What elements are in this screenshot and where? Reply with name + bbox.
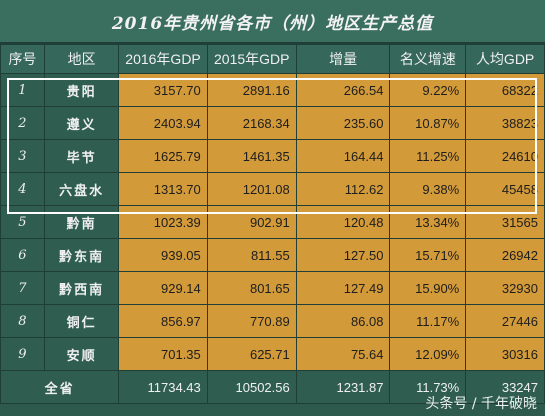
row-per-capita: 45458	[465, 172, 545, 206]
row-region: 六盘水	[43, 172, 120, 206]
header-per-capita: 人均GDP	[465, 44, 545, 74]
row-growth: 11.17%	[389, 304, 467, 338]
table-row: 8 铜仁 856.97 770.89 86.08 11.17% 27446	[0, 304, 545, 338]
row-region: 贵阳	[43, 73, 120, 107]
row-growth: 11.25%	[389, 139, 467, 173]
row-growth: 12.09%	[389, 337, 467, 371]
total-growth: 11.73%	[389, 370, 467, 404]
row-index: 4	[0, 172, 45, 206]
row-increase: 112.62	[295, 172, 391, 206]
row-region: 铜仁	[43, 304, 120, 338]
row-gdp-2016: 3157.70	[118, 73, 208, 107]
header-index: 序号	[0, 44, 45, 74]
row-gdp-2016: 701.35	[118, 337, 208, 371]
table-row: 9 安顺 701.35 625.71 75.64 12.09% 30316	[0, 337, 545, 371]
row-index: 5	[0, 205, 45, 239]
row-increase: 266.54	[295, 73, 391, 107]
row-increase: 86.08	[295, 304, 391, 338]
row-gdp-2015: 811.55	[206, 238, 297, 272]
row-increase: 164.44	[295, 139, 391, 173]
header-gdp-2016: 2016年GDP	[118, 44, 208, 74]
row-gdp-2015: 801.65	[206, 271, 297, 305]
total-per-capita: 33247	[465, 370, 545, 404]
row-per-capita: 24610	[465, 139, 545, 173]
table-row: 7 黔西南 929.14 801.65 127.49 15.90% 32930	[0, 271, 545, 305]
row-per-capita: 32930	[465, 271, 545, 305]
watermark: 头条号 / 千年破晓	[425, 396, 537, 412]
row-gdp-2016: 929.14	[118, 271, 208, 305]
table-row: 3 毕节 1625.79 1461.35 164.44 11.25% 24610	[0, 139, 545, 173]
row-region: 黔南	[43, 205, 120, 239]
row-increase: 127.50	[295, 238, 391, 272]
header-increase: 增量	[295, 44, 391, 74]
row-per-capita: 27446	[465, 304, 545, 338]
row-per-capita: 31565	[465, 205, 545, 239]
row-region: 遵义	[43, 106, 120, 140]
row-gdp-2015: 2891.16	[206, 73, 297, 107]
total-increase: 1231.87	[295, 370, 391, 404]
row-gdp-2015: 770.89	[206, 304, 297, 338]
row-per-capita: 38823	[465, 106, 545, 140]
row-gdp-2016: 1313.70	[118, 172, 208, 206]
row-region: 黔东南	[43, 238, 120, 272]
row-region: 安顺	[43, 337, 120, 371]
total-label: 全省	[0, 370, 120, 404]
row-gdp-2016: 2403.94	[118, 106, 208, 140]
table-row: 2 遵义 2403.94 2168.34 235.60 10.87% 38823	[0, 106, 545, 140]
row-index: 2	[0, 106, 45, 140]
table-row: 4 六盘水 1313.70 1201.08 112.62 9.38% 45458	[0, 172, 545, 206]
row-growth: 9.22%	[389, 73, 467, 107]
row-increase: 235.60	[295, 106, 391, 140]
row-increase: 120.48	[295, 205, 391, 239]
row-gdp-2016: 856.97	[118, 304, 208, 338]
row-growth: 15.71%	[389, 238, 467, 272]
row-gdp-2016: 1625.79	[118, 139, 208, 173]
row-growth: 9.38%	[389, 172, 467, 206]
row-index: 1	[0, 73, 45, 107]
row-per-capita: 68322	[465, 73, 545, 107]
total-gdp-2015: 10502.56	[206, 370, 297, 404]
header-row: 序号 地区 2016年GDP 2015年GDP 增量 名义增速 人均GDP	[0, 44, 545, 74]
row-region: 毕节	[43, 139, 120, 173]
row-growth: 13.34%	[389, 205, 467, 239]
row-gdp-2015: 902.91	[206, 205, 297, 239]
total-row: 全省 11734.43 10502.56 1231.87 11.73% 3324…	[0, 370, 545, 404]
total-gdp-2016: 11734.43	[118, 370, 208, 404]
row-index: 6	[0, 238, 45, 272]
row-gdp-2015: 1201.08	[206, 172, 297, 206]
row-gdp-2015: 625.71	[206, 337, 297, 371]
row-gdp-2016: 939.05	[118, 238, 208, 272]
row-index: 8	[0, 304, 45, 338]
row-index: 3	[0, 139, 45, 173]
table-row: 5 黔南 1023.39 902.91 120.48 13.34% 31565	[0, 205, 545, 239]
header-growth: 名义增速	[389, 44, 467, 74]
row-gdp-2015: 1461.35	[206, 139, 297, 173]
row-growth: 15.90%	[389, 271, 467, 305]
row-index: 7	[0, 271, 45, 305]
table-row: 1 贵阳 3157.70 2891.16 266.54 9.22% 68322	[0, 73, 545, 107]
row-increase: 75.64	[295, 337, 391, 371]
header-region: 地区	[43, 44, 120, 74]
row-per-capita: 30316	[465, 337, 545, 371]
row-gdp-2015: 2168.34	[206, 106, 297, 140]
table-title: 2016年贵州省各市（州）地区生产总值	[0, 0, 545, 44]
row-growth: 10.87%	[389, 106, 467, 140]
header-gdp-2015: 2015年GDP	[206, 44, 297, 74]
row-region: 黔西南	[43, 271, 120, 305]
table-row: 6 黔东南 939.05 811.55 127.50 15.71% 26942	[0, 238, 545, 272]
row-per-capita: 26942	[465, 238, 545, 272]
row-gdp-2016: 1023.39	[118, 205, 208, 239]
row-increase: 127.49	[295, 271, 391, 305]
row-index: 9	[0, 337, 45, 371]
